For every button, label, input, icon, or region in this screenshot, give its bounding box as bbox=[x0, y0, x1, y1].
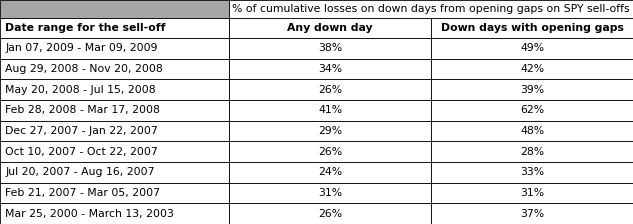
Bar bbox=[229, 203, 431, 224]
Text: 31%: 31% bbox=[520, 188, 544, 198]
Bar bbox=[431, 203, 633, 224]
Bar bbox=[431, 100, 633, 121]
Bar bbox=[229, 18, 431, 38]
Text: Mar 25, 2000 - March 13, 2003: Mar 25, 2000 - March 13, 2003 bbox=[5, 209, 174, 219]
Text: 26%: 26% bbox=[318, 209, 342, 219]
Bar bbox=[0, 18, 229, 38]
Text: 26%: 26% bbox=[318, 85, 342, 95]
Text: May 20, 2008 - Jul 15, 2008: May 20, 2008 - Jul 15, 2008 bbox=[5, 85, 156, 95]
Bar bbox=[0, 203, 229, 224]
Text: 26%: 26% bbox=[318, 147, 342, 157]
Bar bbox=[229, 79, 431, 100]
Bar bbox=[0, 141, 229, 162]
Bar bbox=[431, 183, 633, 203]
Bar bbox=[431, 18, 633, 38]
Text: 39%: 39% bbox=[520, 85, 544, 95]
Text: Feb 28, 2008 - Mar 17, 2008: Feb 28, 2008 - Mar 17, 2008 bbox=[5, 105, 160, 115]
Text: Feb 21, 2007 - Mar 05, 2007: Feb 21, 2007 - Mar 05, 2007 bbox=[5, 188, 160, 198]
Text: 38%: 38% bbox=[318, 43, 342, 53]
Text: Jan 07, 2009 - Mar 09, 2009: Jan 07, 2009 - Mar 09, 2009 bbox=[5, 43, 158, 53]
Bar bbox=[229, 100, 431, 121]
Bar bbox=[0, 0, 229, 18]
Bar bbox=[431, 162, 633, 183]
Text: 62%: 62% bbox=[520, 105, 544, 115]
Bar bbox=[0, 79, 229, 100]
Text: 49%: 49% bbox=[520, 43, 544, 53]
Bar bbox=[0, 38, 229, 59]
Bar bbox=[229, 183, 431, 203]
Bar bbox=[431, 59, 633, 79]
Text: 31%: 31% bbox=[318, 188, 342, 198]
Text: Oct 10, 2007 - Oct 22, 2007: Oct 10, 2007 - Oct 22, 2007 bbox=[5, 147, 158, 157]
Bar bbox=[229, 162, 431, 183]
Bar bbox=[229, 121, 431, 141]
Text: Aug 29, 2008 - Nov 20, 2008: Aug 29, 2008 - Nov 20, 2008 bbox=[5, 64, 163, 74]
Bar bbox=[229, 0, 633, 18]
Text: 42%: 42% bbox=[520, 64, 544, 74]
Bar bbox=[0, 121, 229, 141]
Bar bbox=[229, 141, 431, 162]
Bar bbox=[431, 79, 633, 100]
Bar bbox=[431, 121, 633, 141]
Bar bbox=[0, 183, 229, 203]
Text: Dec 27, 2007 - Jan 22, 2007: Dec 27, 2007 - Jan 22, 2007 bbox=[5, 126, 158, 136]
Bar bbox=[431, 38, 633, 59]
Text: 34%: 34% bbox=[318, 64, 342, 74]
Text: Any down day: Any down day bbox=[287, 23, 373, 33]
Text: % of cumulative losses on down days from opening gaps on SPY sell-offs: % of cumulative losses on down days from… bbox=[232, 4, 630, 14]
Text: 33%: 33% bbox=[520, 167, 544, 177]
Bar bbox=[0, 162, 229, 183]
Text: 37%: 37% bbox=[520, 209, 544, 219]
Text: Jul 20, 2007 - Aug 16, 2007: Jul 20, 2007 - Aug 16, 2007 bbox=[5, 167, 154, 177]
Text: Date range for the sell-off: Date range for the sell-off bbox=[5, 23, 166, 33]
Text: 29%: 29% bbox=[318, 126, 342, 136]
Text: Down days with opening gaps: Down days with opening gaps bbox=[441, 23, 624, 33]
Bar bbox=[431, 141, 633, 162]
Bar bbox=[0, 59, 229, 79]
Text: 41%: 41% bbox=[318, 105, 342, 115]
Bar bbox=[229, 59, 431, 79]
Bar bbox=[229, 38, 431, 59]
Bar bbox=[0, 100, 229, 121]
Text: 48%: 48% bbox=[520, 126, 544, 136]
Text: 24%: 24% bbox=[318, 167, 342, 177]
Text: 28%: 28% bbox=[520, 147, 544, 157]
